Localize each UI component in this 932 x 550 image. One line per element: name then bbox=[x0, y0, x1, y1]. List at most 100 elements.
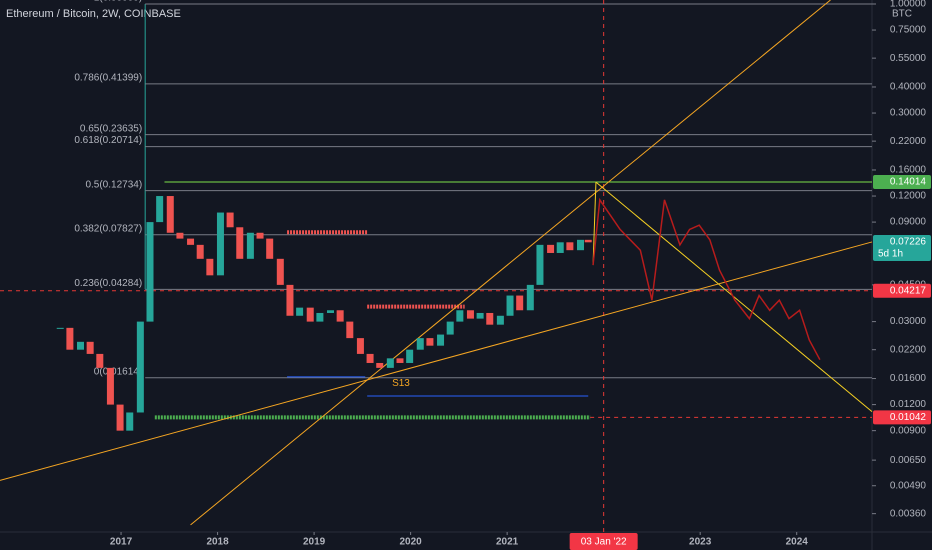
x-tick-label: 2018 bbox=[206, 537, 229, 548]
forecast-line bbox=[592, 197, 821, 361]
y-tick-label: 0.55000 bbox=[890, 53, 927, 64]
candle bbox=[376, 362, 384, 368]
fib-label: 0.382(0.07827) bbox=[74, 223, 142, 234]
candle bbox=[584, 239, 592, 243]
candle bbox=[416, 338, 424, 350]
candle bbox=[136, 321, 144, 413]
candle bbox=[216, 212, 224, 276]
candle bbox=[126, 412, 134, 431]
y-tick-label: 0.01600 bbox=[890, 373, 927, 384]
y-tick-label: 0.40000 bbox=[890, 82, 927, 93]
candle bbox=[386, 358, 394, 368]
price-label: 0.07226 bbox=[890, 237, 927, 248]
price-label-sub: 5d 1h bbox=[878, 249, 903, 260]
candle bbox=[296, 307, 304, 316]
candle bbox=[187, 238, 195, 245]
candle bbox=[316, 312, 324, 322]
y-tick-label: 0.02200 bbox=[890, 344, 927, 355]
candle bbox=[246, 232, 254, 259]
y-tick-label: 0.01200 bbox=[890, 399, 927, 410]
y-tick-label: 0.16000 bbox=[890, 165, 927, 176]
date-label: 03 Jan '22 bbox=[581, 537, 627, 548]
candle bbox=[526, 284, 534, 311]
candle bbox=[576, 239, 584, 251]
candle bbox=[156, 196, 164, 223]
x-tick-label: 2023 bbox=[689, 537, 712, 548]
y-tick-label: 0.12000 bbox=[890, 191, 927, 202]
fib-label: 0.236(0.04284) bbox=[74, 278, 142, 289]
y-tick-label: 0.75000 bbox=[890, 25, 927, 36]
trend-line bbox=[592, 182, 597, 266]
trend-line bbox=[0, 241, 873, 481]
candle bbox=[356, 338, 364, 354]
date-label-box bbox=[569, 533, 638, 550]
x-tick-label: 2024 bbox=[786, 537, 809, 548]
candle bbox=[346, 321, 354, 339]
y-tick-label: 0.00490 bbox=[890, 480, 927, 491]
candle bbox=[166, 196, 174, 233]
candle bbox=[276, 258, 284, 285]
candle bbox=[406, 349, 414, 363]
candle bbox=[146, 222, 154, 322]
candle bbox=[556, 242, 564, 253]
y-tick-label: 0.30000 bbox=[890, 108, 927, 119]
y-tick-label: 0.00360 bbox=[890, 508, 927, 519]
candle bbox=[176, 232, 184, 239]
candle bbox=[516, 295, 524, 311]
candle bbox=[96, 353, 104, 368]
candle bbox=[206, 258, 214, 276]
fib-label: 0.5(0.12734) bbox=[85, 179, 142, 190]
fib-label: 0(0.01614) bbox=[94, 366, 142, 377]
candle bbox=[256, 232, 264, 239]
candle bbox=[66, 327, 74, 350]
fib-label: 0.786(0.41399) bbox=[74, 73, 142, 84]
fib-label: 1(0.99999) bbox=[94, 0, 142, 4]
candle bbox=[56, 327, 64, 329]
candle bbox=[466, 310, 474, 319]
candle bbox=[446, 321, 454, 335]
candle bbox=[196, 244, 204, 259]
fib-label: 0.65(0.23635) bbox=[80, 123, 142, 134]
candle bbox=[496, 315, 504, 325]
candle bbox=[336, 310, 344, 322]
price-label-box bbox=[873, 174, 931, 189]
x-tick-label: 2019 bbox=[303, 537, 326, 548]
candle bbox=[226, 212, 234, 228]
candle bbox=[116, 404, 124, 431]
y-tick-label: 0.00900 bbox=[890, 425, 927, 436]
y-tick-label: 0.22000 bbox=[890, 136, 927, 147]
trend-line bbox=[190, 0, 831, 526]
candle bbox=[106, 367, 114, 405]
price-label-box bbox=[873, 234, 931, 261]
candle bbox=[286, 284, 294, 316]
x-tick-label: 2021 bbox=[496, 537, 519, 548]
price-label-box bbox=[873, 410, 931, 425]
price-label: 0.04217 bbox=[890, 285, 927, 296]
candle bbox=[306, 307, 314, 322]
candle bbox=[366, 353, 374, 363]
candle bbox=[486, 312, 494, 325]
x-tick-label: 2020 bbox=[399, 537, 422, 548]
y-unit: BTC bbox=[892, 9, 912, 20]
candle bbox=[476, 312, 484, 319]
candle bbox=[77, 341, 85, 350]
candle bbox=[456, 310, 464, 322]
candle bbox=[236, 227, 244, 259]
candle bbox=[547, 244, 555, 253]
y-tick-label: 0.09000 bbox=[890, 217, 927, 228]
candle bbox=[426, 338, 434, 346]
y-tick-label: 0.00650 bbox=[890, 455, 927, 466]
chart-title: Ethereum / Bitcoin, 2W, COINBASE bbox=[6, 8, 181, 20]
price-label-box bbox=[873, 283, 931, 298]
annotation: S13 bbox=[392, 378, 410, 389]
x-tick-label: 2017 bbox=[110, 537, 133, 548]
candle bbox=[266, 238, 274, 259]
candle bbox=[536, 244, 544, 285]
candle bbox=[566, 242, 574, 251]
price-label: 0.14014 bbox=[890, 177, 927, 188]
y-tick-label: 1.00000 bbox=[890, 0, 927, 10]
candle bbox=[506, 295, 514, 316]
fib-label: 0.618(0.20714) bbox=[74, 135, 142, 146]
